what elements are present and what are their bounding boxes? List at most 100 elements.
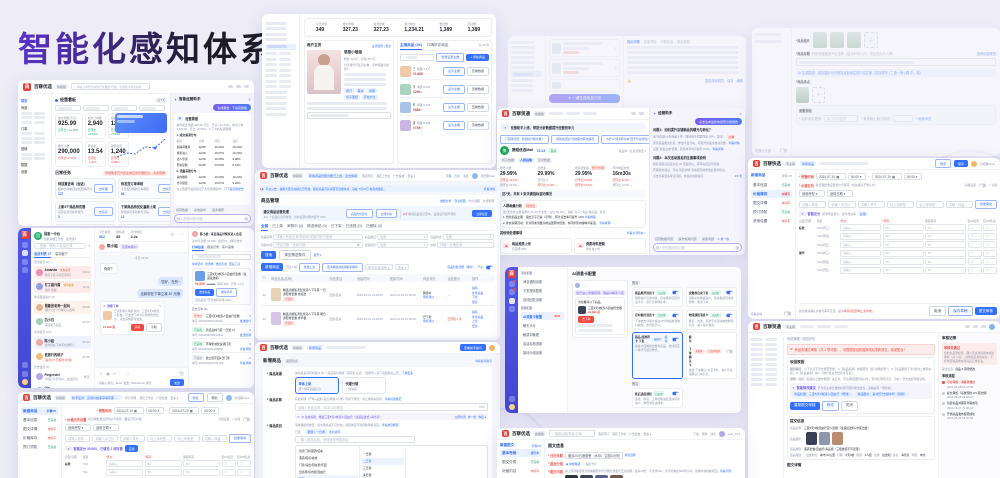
set-featured-button[interactable]: 设为主推 <box>442 84 465 94</box>
date-end-input[interactable]: 2024-07-10 ▦ <box>169 407 200 414</box>
chat-search-input[interactable]: ⌕ 搜索：联系人/会话记录 <box>34 242 86 249</box>
avatar[interactable] <box>489 344 495 351</box>
tutorial-link[interactable]: 查看教程 <box>584 215 596 219</box>
source-option[interactable]: 代理分销 一键铺货 <box>342 377 386 394</box>
api-cell[interactable]: ☐ <box>983 241 997 248</box>
task-action-button[interactable]: 去处理 <box>93 184 113 193</box>
close-icon[interactable]: ✕ <box>247 97 251 102</box>
header-icon[interactable] <box>973 325 978 328</box>
nav-item[interactable] <box>817 325 832 328</box>
emoji-icon[interactable]: ☺ <box>99 371 104 376</box>
copy-icon[interactable]: ⧉ <box>248 313 251 318</box>
reserve-cell[interactable]: 50 <box>925 241 966 248</box>
rail-orders-icon[interactable] <box>21 267 28 273</box>
quick-tab[interactable]: 系统操作 <box>192 207 209 212</box>
tab-violation[interactable]: 已违规 (0) <box>345 223 362 228</box>
more-link[interactable]: 更多 <box>472 323 478 328</box>
sidebar-item-active[interactable]: AI消息卡配置 NEW <box>521 312 564 320</box>
bulk-fill-button[interactable]: 批量填充 <box>228 433 251 443</box>
task-action-button[interactable]: 去优化 <box>157 207 170 216</box>
row-checkbox[interactable]: ☐ <box>263 316 266 321</box>
ai-chat-input[interactable]: 输入任何想问的问题 ◎ <box>653 243 742 252</box>
nav-item[interactable] <box>834 325 849 328</box>
sidebar-item-active[interactable] <box>511 71 542 77</box>
shuffle-link[interactable]: 换一批 <box>467 414 477 419</box>
view-data-button[interactable]: 查看数据 <box>466 84 489 94</box>
product-name-input[interactable]: 请输入商品名称，30字以内更佳 0/60 <box>295 403 488 411</box>
edit-button[interactable]: 修改 <box>821 400 839 411</box>
like-icon[interactable]: 👍 <box>627 78 631 83</box>
price-cell[interactable]: 请输入 <box>840 249 881 257</box>
tab-detail[interactable]: 商品详情 <box>627 40 640 44</box>
header-icon[interactable] <box>228 85 234 88</box>
filter-pill[interactable] <box>83 105 109 111</box>
sidebar-item[interactable]: 接待分组设置 <box>523 350 543 355</box>
note-input[interactable] <box>307 111 391 119</box>
reserve-cell[interactable]: 50 <box>183 460 220 467</box>
tab-order-info[interactable]: 打单信息 <box>192 245 205 251</box>
download-link[interactable]: 下载 <box>693 431 699 436</box>
message-link[interactable]: 消息 <box>710 431 717 436</box>
stock-cell[interactable]: 50 <box>882 232 924 240</box>
apply-button[interactable]: 应用 <box>124 445 139 452</box>
fill-input[interactable]: 请输入保留库存 <box>945 200 973 208</box>
task-card[interactable]: 差评工单待跟进处理及时跟进可挽回评分6去跟进 <box>117 224 170 226</box>
task-card[interactable]: 待发货订单审核今日需处理的订单审核36去处理 <box>117 178 170 199</box>
header-icon[interactable] <box>631 112 636 115</box>
stock-cell[interactable]: 50 <box>882 258 924 265</box>
fill-input[interactable]: 请输入早鸟优惠价 <box>857 200 885 208</box>
step-item[interactable]: 基本信息 已完成 <box>753 182 790 188</box>
stock-cell[interactable]: 50 <box>882 224 924 231</box>
price-cell[interactable]: 请输入 <box>840 258 881 265</box>
sidebar-group[interactable]: 设置 <box>21 170 28 174</box>
todo-card[interactable]: ▣ 商品资质上传 已完成 82% <box>500 237 572 254</box>
title-rule-link[interactable]: 查看标题规范 <box>976 51 996 56</box>
rail-avatar[interactable] <box>508 404 515 410</box>
copy-icon[interactable]: ⧉ <box>248 355 251 360</box>
category-option[interactable]: 一日游 <box>363 452 372 456</box>
nav-item[interactable]: 广告投放 <box>629 431 641 436</box>
radio-option[interactable]: ○ 临时卡片 <box>583 461 597 466</box>
api-cell[interactable]: ☐ <box>983 258 997 265</box>
h5-cell[interactable]: ☐ <box>221 460 236 467</box>
resubmit-button[interactable]: 重新提交审核 <box>790 401 820 410</box>
use-now-link[interactable]: 立即使用 <box>454 414 466 419</box>
tab-trip[interactable]: 行程信息 <box>660 40 674 44</box>
filter-pill[interactable] <box>139 105 165 111</box>
api-cell[interactable]: ☐ <box>983 266 997 274</box>
upload-image-button[interactable]: ＋ <box>864 32 878 48</box>
view-data-button[interactable]: 查看数据 <box>466 120 489 130</box>
card-toggle[interactable] <box>672 313 679 317</box>
step-item-active[interactable]: 基本布局 进行中 <box>500 449 541 457</box>
step-item-active[interactable]: 价格库存 未填写 <box>751 190 792 198</box>
order-action-link[interactable]: 查看详情 <box>239 346 251 351</box>
chat-list-item[interactable]: 白小白 麻烦发下链接 09:40 <box>34 316 91 329</box>
sidebar-item-active[interactable] <box>265 43 296 50</box>
onsale-link[interactable]: 上架 <box>472 319 478 323</box>
product-row[interactable]: 三亚5天4晚自由行套餐 双人往返含接送机 海景房¥1,999 销量 1.2万99… <box>400 64 489 80</box>
set-now-button[interactable]: 立即设置 <box>472 210 492 217</box>
add-product-button[interactable]: + 添加商品 <box>466 53 489 61</box>
card-toggle[interactable] <box>672 290 679 295</box>
tab-off-sale[interactable]: 已下架 <box>330 223 342 228</box>
send-icon[interactable]: ◎ <box>244 216 249 221</box>
drag-handle-icon[interactable]: ≡ <box>614 65 617 71</box>
chat-list-item[interactable]: Gio[订单] 已付款待发货 昨天 <box>34 385 91 388</box>
learn-more-link[interactable]: 了解更多 <box>401 371 413 375</box>
sidebar-group[interactable]: 商品 <box>21 106 28 110</box>
avatar[interactable] <box>471 172 478 179</box>
copy-icon[interactable]: ⧉ <box>248 341 251 346</box>
announcement-link[interactable]: 查看详情 <box>483 186 495 191</box>
close-button[interactable]: 关闭 <box>840 400 858 411</box>
fill-input[interactable]: 请输入周末价(元) <box>799 200 827 208</box>
step-item[interactable]: 预订须知 已完成 <box>753 209 790 215</box>
tab-starred[interactable]: 星标客户 <box>55 251 68 256</box>
h5-cell[interactable]: ☐ <box>967 258 982 265</box>
view-link[interactable]: 分组管理 <box>482 198 494 203</box>
set-featured-button[interactable]: 设为主推 <box>442 120 465 130</box>
h5-cell[interactable]: ☐ <box>967 241 982 248</box>
price-cell[interactable]: 请输入 <box>106 468 143 476</box>
order-action-link[interactable]: 发送催付 <box>239 318 251 323</box>
select-all-checkbox[interactable]: □ 全选 <box>988 183 997 187</box>
add-product-button[interactable]: 新增商品 <box>261 263 284 271</box>
